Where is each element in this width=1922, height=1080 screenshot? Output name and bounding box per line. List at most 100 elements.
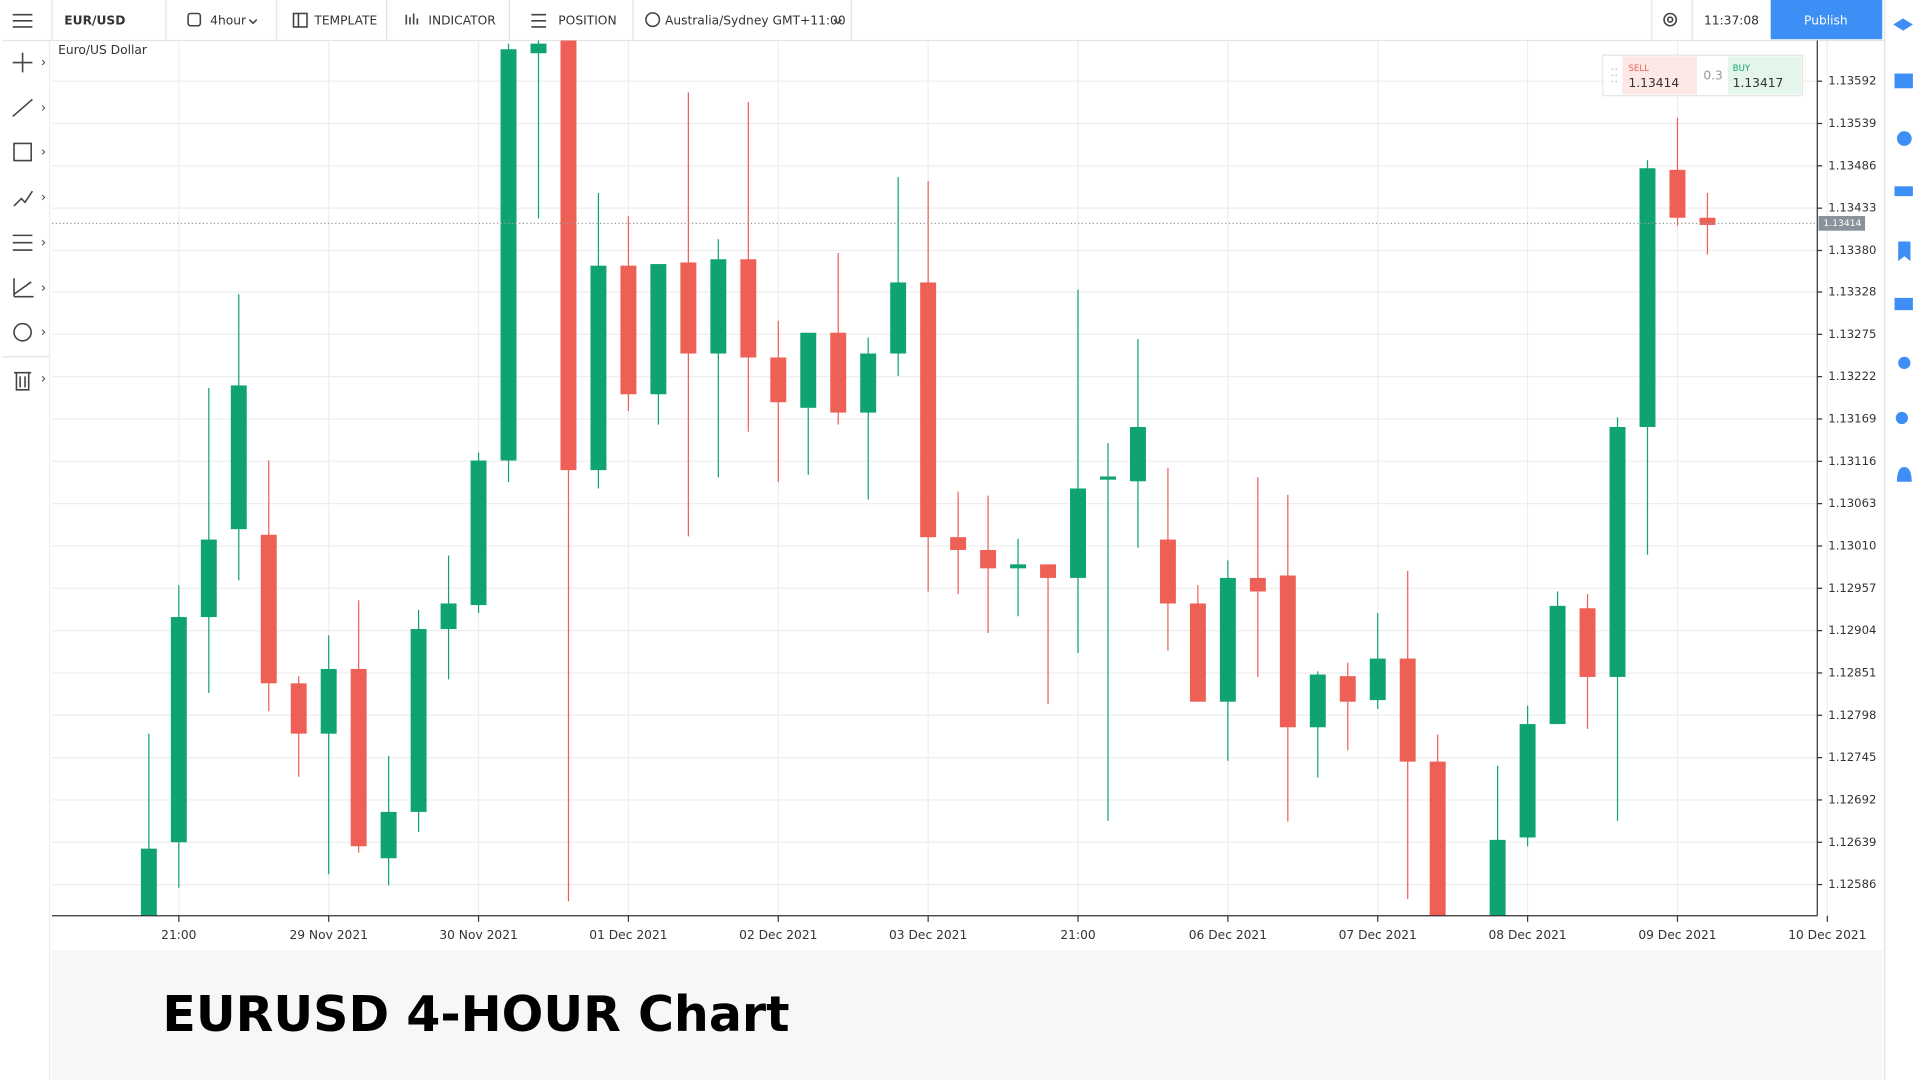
idea-icon[interactable] [1896,131,1912,146]
candle-body [680,262,697,354]
candle-body [500,49,517,461]
y-tick-label: 1.13222 [1828,369,1876,383]
candle-body [1429,761,1446,916]
community-icon[interactable] [1895,411,1908,425]
interval[interactable]: 4hour [210,13,247,27]
timezone[interactable]: Australia/Sydney GMT+11:00 [665,13,846,27]
layers-icon[interactable] [1893,18,1913,31]
candle-body [1040,564,1057,578]
symbol[interactable]: EUR/USD [64,13,125,27]
crosshair-tool[interactable] [12,52,33,73]
candle-body [350,668,367,847]
candle-body [1549,605,1566,725]
line-tool[interactable] [12,98,33,118]
candle-body [1279,575,1296,728]
x-tick-label: 08 Dec 2021 [1488,928,1566,942]
projection-tool[interactable] [13,278,34,298]
candle-body [1070,488,1086,578]
candle-body [1100,476,1116,480]
candle-body [1309,674,1326,728]
last-price-tag [1818,215,1866,231]
y-tick-label: 1.13169 [1828,411,1876,425]
y-tick-label: 1.13063 [1828,496,1876,510]
x-tick-label: 01 Dec 2021 [589,928,667,942]
candle-body [1609,426,1626,677]
menu-button[interactable] [12,13,33,28]
settings-button[interactable] [1663,12,1678,27]
x-tick-label: 09 Dec 2021 [1638,928,1716,942]
candle-body [710,259,727,354]
position-button[interactable]: POSITION [558,13,616,27]
screen-icon[interactable] [1894,297,1913,311]
candle-body [1579,608,1596,677]
left-toolbar [2,40,51,1080]
candle-body [170,617,187,843]
alert-icon[interactable] [1896,467,1912,482]
pattern-tool[interactable] [13,190,34,207]
y-tick-label: 1.13539 [1828,116,1876,130]
fib-tool[interactable] [12,234,33,251]
buy-label[interactable]: BUY [1733,64,1751,74]
x-tick-label: 21:00 [161,928,196,942]
spread: 0.3 [1703,69,1722,83]
buy-button[interactable] [1727,56,1802,95]
x-tick-label: 07 Dec 2021 [1339,928,1417,942]
bookmark-icon[interactable] [1898,241,1911,262]
candle-body [950,537,967,550]
annotation-tool[interactable] [13,322,32,342]
buy-price[interactable]: 1.13417 [1733,76,1784,90]
chat-icon[interactable] [1894,186,1913,197]
sell-button[interactable] [1622,56,1698,95]
gear-icon [1666,16,1674,23]
candle-body [260,534,277,684]
candle-body [440,603,457,630]
candle-body [1399,658,1416,762]
last-price-label: 1.13414 [1823,218,1861,229]
sell-label[interactable]: SELL [1628,64,1649,74]
candle-body [1159,539,1176,604]
candle-body [1249,577,1266,592]
candle-body [800,332,817,408]
candle-body [1189,603,1206,702]
chevron [248,19,258,25]
indicator-button[interactable]: INDICATOR [428,13,496,27]
y-tick-label: 1.12745 [1828,750,1876,764]
template-icon [292,12,308,28]
shape-tool[interactable] [13,142,32,162]
profile-icon[interactable] [1898,356,1911,369]
gear-icon [1663,12,1678,27]
y-tick-label: 1.13116 [1828,454,1876,468]
candle-body [200,539,217,618]
globe-icon [645,12,661,28]
y-tick-label: 1.13433 [1828,201,1876,215]
plot-area [52,40,1818,916]
candle-body [470,460,487,606]
y-tick-label: 1.12692 [1828,792,1876,806]
template-button[interactable]: TEMPLATE [313,13,377,27]
x-tick-label: 29 Nov 2021 [289,928,367,942]
sell-price[interactable]: 1.13414 [1628,76,1679,90]
drag-handle[interactable] [1611,68,1617,83]
candle-body [770,357,787,403]
candle-body [1699,217,1716,225]
candle-body [740,259,757,358]
indicator-icon [405,13,419,25]
calendar-icon[interactable] [1894,73,1913,89]
x-tick-label: 02 Dec 2021 [739,928,817,942]
candle-body [920,282,937,538]
y-tick-label: 1.13380 [1828,243,1876,257]
delete-tool[interactable] [14,371,32,391]
chevron [833,19,843,25]
candle-body [1339,676,1356,702]
candle-body [890,282,907,354]
y-tick-label: 1.12851 [1828,665,1876,679]
publish-button[interactable] [1770,0,1883,40]
candle-body [1129,426,1146,482]
candle-body [410,629,427,812]
x-tick-label: 10 Dec 2021 [1788,928,1866,942]
candle-body [1369,658,1386,701]
publish-label[interactable]: Publish [1804,13,1848,27]
top-toolbar: EUR/USD 4hour TEMPLATE INDICATOR POSITIO… [2,0,1885,42]
chart-title: EURUSD 4-HOUR Chart [162,985,789,1043]
expand-arrows [41,59,46,382]
